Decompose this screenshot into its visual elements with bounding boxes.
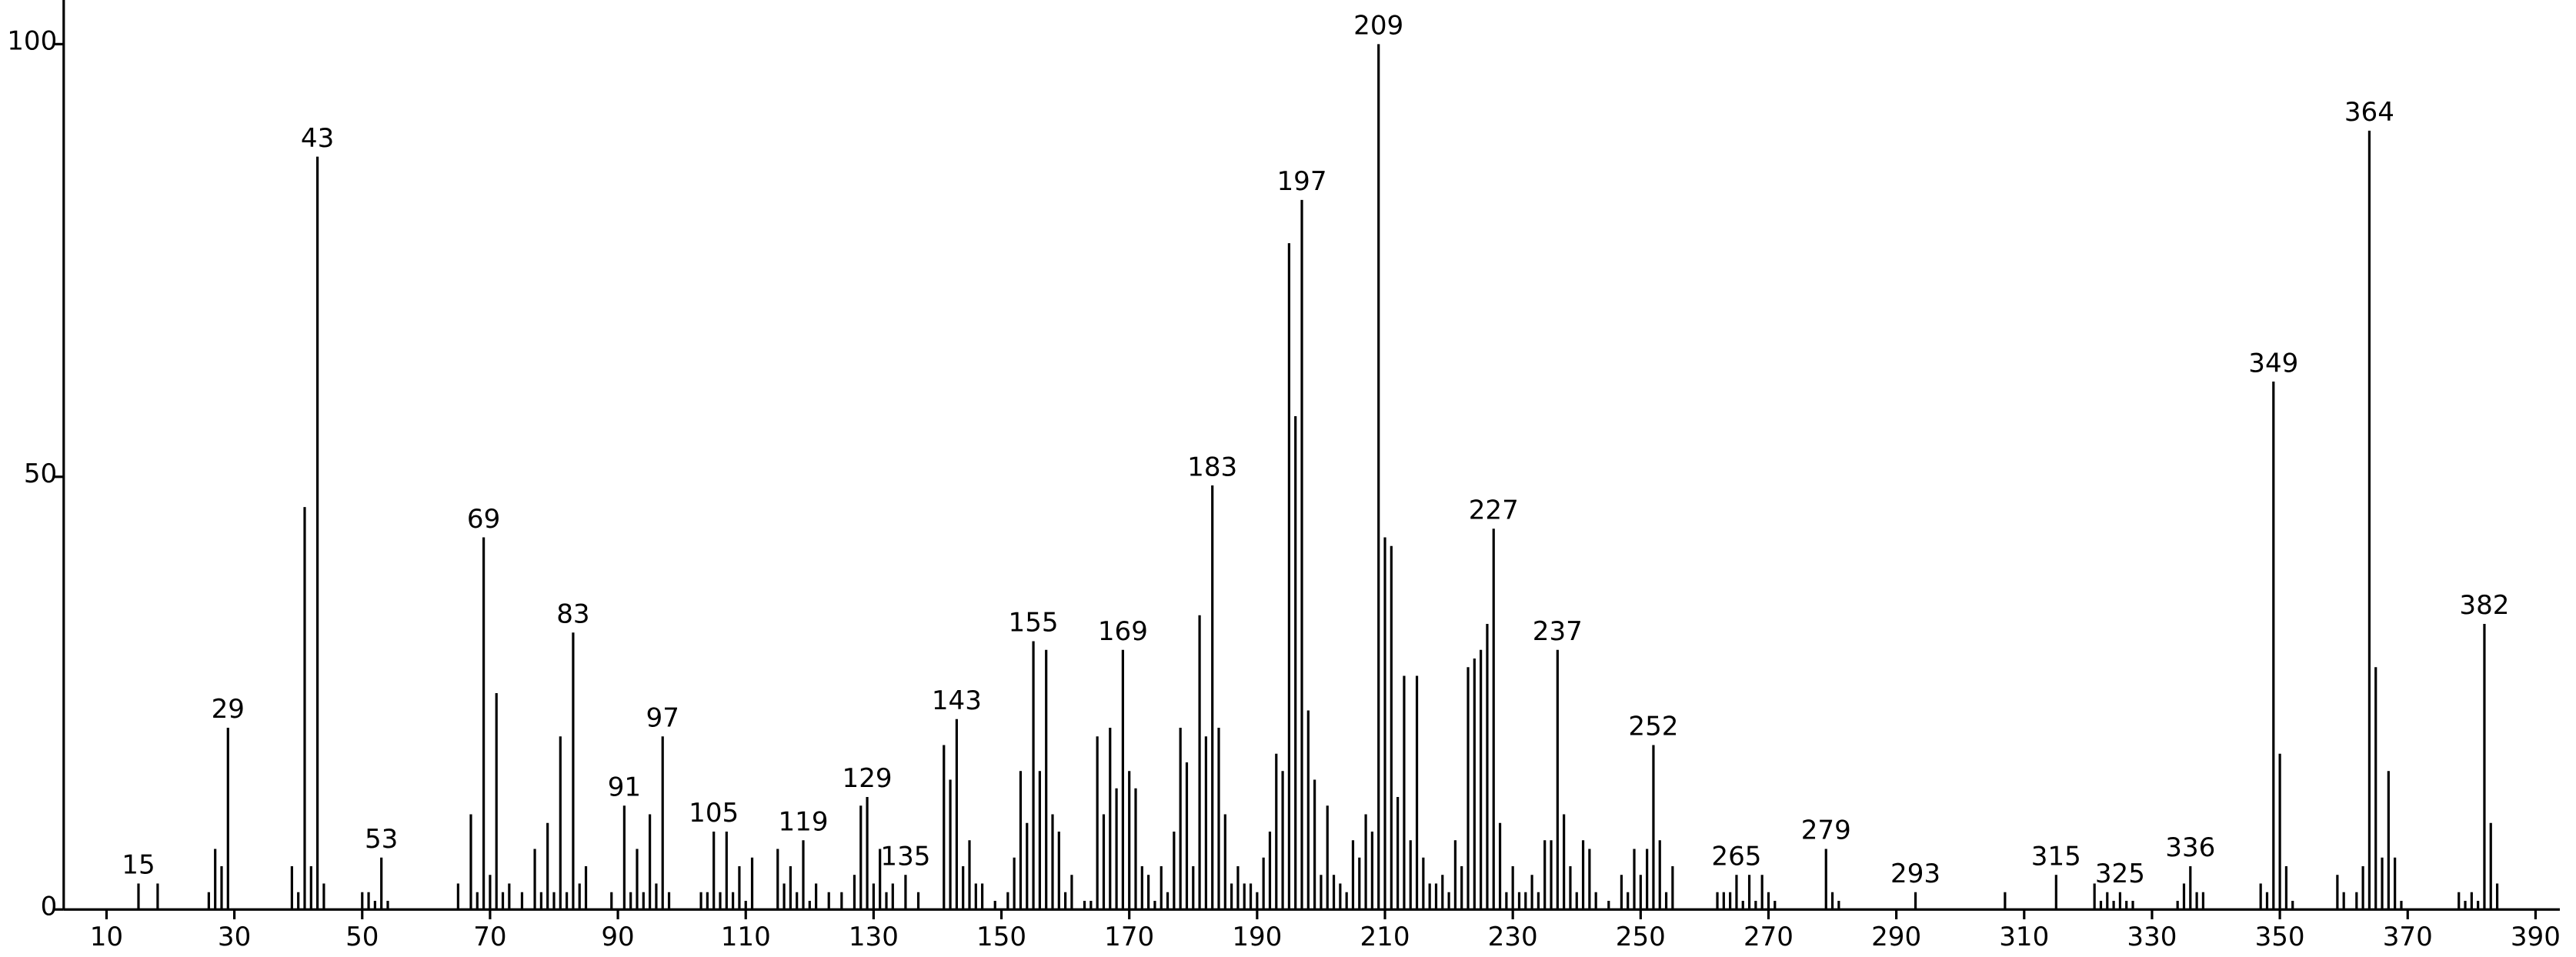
peak-label: 155 [1009, 608, 1059, 639]
peak-label: 83 [556, 599, 589, 629]
x-tick-label: 310 [1999, 922, 2049, 952]
x-tick-label: 330 [2127, 922, 2177, 952]
peak-label: 364 [2344, 97, 2394, 128]
x-tick-label: 230 [1488, 922, 1538, 952]
x-tick-label: 70 [473, 922, 506, 952]
x-tick-label: 190 [1232, 922, 1282, 952]
peak-label: 53 [365, 824, 398, 855]
x-tick-label: 350 [2255, 922, 2305, 952]
peak-label: 119 [778, 806, 828, 837]
x-tick-label: 50 [345, 922, 379, 952]
x-tick-label: 90 [601, 922, 634, 952]
peak-label: 143 [932, 685, 982, 716]
x-tick-label: 250 [1616, 922, 1666, 952]
x-tick-label: 30 [218, 922, 251, 952]
peak-label: 97 [646, 702, 679, 733]
peak-label: 169 [1098, 616, 1148, 647]
peak-label: 135 [880, 841, 930, 872]
peak-label: 197 [1276, 166, 1326, 197]
x-tick-label: 390 [2511, 922, 2561, 952]
y-tick-label: 0 [41, 892, 58, 922]
peak-label: 265 [1711, 841, 1761, 872]
peak-label: 29 [212, 694, 245, 725]
peak-label: 349 [2248, 348, 2298, 378]
peak-label: 293 [1890, 859, 1940, 889]
peak-label: 91 [608, 772, 641, 802]
x-tick-label: 10 [90, 922, 123, 952]
peak-label: 252 [1628, 712, 1678, 742]
x-tick-label: 270 [1743, 922, 1794, 952]
peak-label: 315 [2031, 841, 2081, 872]
peak-label: 382 [2459, 590, 2509, 621]
peak-label: 129 [843, 763, 893, 794]
x-tick-label: 110 [721, 922, 771, 952]
peak-label: 237 [1533, 616, 1583, 647]
peak-label: 15 [122, 850, 155, 881]
peak-label: 279 [1801, 815, 1851, 846]
x-tick-label: 150 [976, 922, 1026, 952]
peak-label: 325 [2095, 859, 2145, 889]
x-tick-label: 290 [1871, 922, 1921, 952]
x-tick-label: 130 [849, 922, 899, 952]
peak-label: 105 [689, 798, 739, 829]
y-tick-label: 50 [24, 458, 57, 489]
peak-label: 183 [1187, 452, 1237, 482]
x-tick-label: 210 [1360, 922, 1410, 952]
peak-label: 69 [467, 504, 500, 535]
peak-label: 336 [2165, 832, 2215, 863]
x-tick-label: 170 [1104, 922, 1154, 952]
peak-label: 209 [1353, 11, 1403, 42]
x-tick-label: 370 [2383, 922, 2433, 952]
peak-label: 43 [301, 123, 334, 154]
y-tick-label: 100 [7, 26, 57, 57]
peak-label: 227 [1469, 495, 1519, 526]
